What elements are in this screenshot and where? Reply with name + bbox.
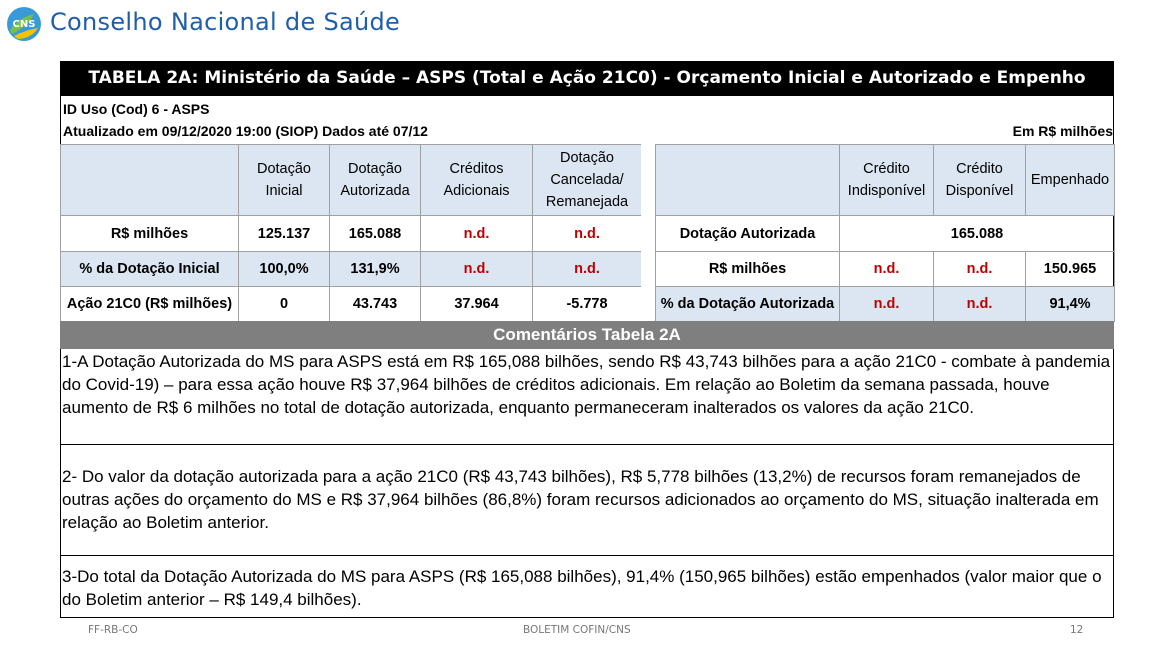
table-row: R$ milhões n.d. n.d. 150.965	[655, 251, 1115, 287]
hdr-line: Dotação	[256, 161, 311, 177]
table-cell: 165.088	[329, 215, 421, 252]
header-cell: Crédito Disponível	[933, 144, 1026, 216]
table-row: % da Dotação Autorizada n.d. n.d. 91,4%	[655, 286, 1115, 322]
header-cell: Créditos Adicionais	[420, 144, 533, 216]
row-label: Dotação Autorizada	[655, 215, 840, 252]
table-cell: n.d.	[839, 286, 934, 322]
hdr-line: Crédito	[956, 161, 1003, 177]
table-header-row: Crédito Indisponível Crédito Disponível Em…	[655, 144, 1115, 216]
hdr-line: Adicionais	[443, 183, 510, 199]
hdr-line: Indisponível	[847, 183, 926, 199]
table-cell: n.d.	[532, 251, 642, 287]
table-cell: n.d.	[420, 215, 533, 252]
footer-center: BOLETIM COFIN/CNS	[523, 624, 631, 636]
table-cell: 165.088	[839, 215, 1115, 252]
table-cell: 0	[238, 286, 330, 322]
table-row: % da Dotação Inicial 100,0% 131,9% n.d. …	[60, 251, 642, 287]
comment-1: 1-A Dotação Autorizada do MS para ASPS e…	[62, 352, 1111, 417]
hdr-line: Autorizada	[340, 183, 410, 199]
hdr-line: Cancelada/	[550, 172, 624, 188]
meta-updated: Atualizado em 09/12/2020 19:00 (SIOP) Da…	[63, 123, 428, 139]
row-label: Ação 21C0 (R$ milhões)	[60, 286, 239, 322]
hdr-line: Dotação	[559, 150, 614, 166]
meta-unit: Em R$ milhões	[1012, 123, 1113, 139]
hdr-line: Disponível	[945, 183, 1014, 199]
table-header-row: Dotação Inicial Dotação Autorizada Crédito…	[60, 144, 642, 216]
hdr-line: Empenhado	[1030, 172, 1110, 188]
header-cell: Dotação Inicial	[238, 144, 330, 216]
table-cell: 150.965	[1025, 251, 1115, 287]
header-cell	[60, 144, 239, 216]
hdr-line: Dotação	[347, 161, 402, 177]
right-commitment-table: Crédito Indisponível Crédito Disponível Em…	[655, 144, 1115, 322]
header-cell: Empenhado	[1025, 144, 1115, 216]
cns-logo: CNS	[7, 7, 41, 41]
table-row: Ação 21C0 (R$ milhões) 0 43.743 37.964 -…	[60, 286, 642, 322]
table-row: Dotação Autorizada 165.088	[655, 215, 1115, 252]
table-cell: n.d.	[933, 286, 1026, 322]
table-cell: 37.964	[420, 286, 533, 322]
org-name: Conselho Nacional de Saúde	[50, 8, 401, 36]
comments-title: Comentários Tabela 2A	[60, 321, 1114, 349]
comment-3: 3-Do total da Dotação Autorizada do MS p…	[62, 567, 1102, 609]
meta-id-uso: ID Uso (Cod) 6 - ASPS	[63, 101, 210, 117]
comment-2: 2- Do valor da dotação autorizada para a…	[62, 467, 1099, 532]
row-label: % da Dotação Inicial	[60, 251, 239, 287]
logo-text: CNS	[13, 19, 36, 30]
row-label: % da Dotação Autorizada	[655, 286, 840, 322]
table-cell: -5.778	[532, 286, 642, 322]
table-cell: n.d.	[420, 251, 533, 287]
hdr-line: Crédito	[863, 161, 910, 177]
table-cell: 91,4%	[1025, 286, 1115, 322]
table-cell: n.d.	[933, 251, 1026, 287]
header-cell: Dotação Cancelada/Remanejada	[532, 144, 642, 216]
left-budget-table: Dotação Inicial Dotação Autorizada Crédito…	[60, 144, 642, 322]
comment-divider	[60, 555, 1114, 556]
header-cell: Crédito Indisponível	[839, 144, 934, 216]
table-title: TABELA 2A: Ministério da Saúde – ASPS (T…	[60, 61, 1114, 96]
row-label: R$ milhões	[60, 215, 239, 252]
table-row: R$ milhões 125.137 165.088 n.d. n.d.	[60, 215, 642, 252]
table-cell: 131,9%	[329, 251, 421, 287]
comment-divider	[60, 444, 1114, 445]
table-cell: 125.137	[238, 215, 330, 252]
table-cell: n.d.	[532, 215, 642, 252]
hdr-line: Créditos	[449, 161, 504, 177]
table-cell: 100,0%	[238, 251, 330, 287]
table-cell: 43.743	[329, 286, 421, 322]
table-gap	[641, 144, 655, 322]
header-cell: Dotação Autorizada	[329, 144, 421, 216]
page-number: 12	[1070, 624, 1084, 636]
footer-left: FF-RB-CO	[88, 624, 138, 636]
row-label: R$ milhões	[655, 251, 840, 287]
header-cell	[655, 144, 840, 216]
hdr-line: Inicial	[265, 183, 303, 199]
table-cell: n.d.	[839, 251, 934, 287]
hdr-line: Remanejada	[545, 194, 629, 210]
